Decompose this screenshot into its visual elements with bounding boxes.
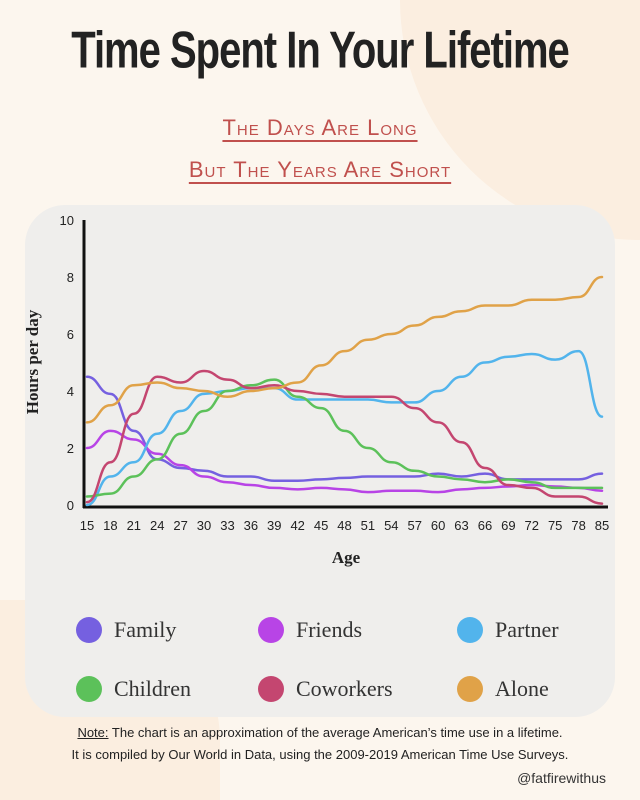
note-label: Note: (77, 725, 109, 740)
y-axis-label: Hours per day (23, 309, 42, 414)
x-tick-label: 75 (548, 518, 562, 533)
series-line-partner (85, 349, 604, 507)
x-tick-label: 15 (80, 518, 94, 533)
subtitle-line-2: But The Years Are Short (0, 157, 640, 183)
x-tick-label: 30 (197, 518, 211, 533)
note-line-2: It is compiled by Our World in Data, usi… (71, 747, 569, 762)
x-tick-label: 27 (173, 518, 187, 533)
legend-dot-icon (258, 617, 284, 643)
x-tick-label: 33 (220, 518, 234, 533)
x-tick-label: 60 (431, 518, 445, 533)
legend-label: Friends (296, 617, 362, 642)
x-tick-label: 57 (407, 518, 421, 533)
y-tick-label: 10 (60, 213, 74, 228)
x-tick-label: 54 (384, 518, 398, 533)
page-title: Time Spent In Your Lifetime (71, 22, 570, 80)
x-tick-label: 24 (150, 518, 164, 533)
author-handle: @fatfirewithus (517, 770, 606, 786)
subtitle-text: But The Years Are Short (188, 157, 452, 182)
x-tick-label: 69 (501, 518, 515, 533)
legend-label: Partner (495, 617, 559, 642)
x-tick-label: 21 (127, 518, 141, 533)
y-tick-label: 0 (67, 498, 74, 513)
y-tick-label: 6 (67, 327, 74, 342)
x-tick-label: 51 (361, 518, 375, 533)
y-tick-label: 2 (67, 441, 74, 456)
legend-item-children: Children (76, 676, 191, 702)
note-text: The chart is an approximation of the ave… (108, 725, 563, 740)
legend-dot-icon (258, 676, 284, 702)
x-tick-label: 18 (103, 518, 117, 533)
legend-label: Family (114, 617, 177, 642)
legend-label: Coworkers (296, 676, 393, 701)
legend-item-coworkers: Coworkers (258, 676, 393, 702)
legend-item-partner: Partner (457, 617, 559, 643)
y-tick-label: 8 (67, 270, 74, 285)
x-tick-label: 78 (571, 518, 585, 533)
y-tick-label: 4 (67, 384, 74, 399)
subtitle-line-1: The Days Are Long (0, 115, 640, 141)
x-tick-label: 36 (244, 518, 258, 533)
legend-dot-icon (457, 676, 483, 702)
x-tick-label: 42 (290, 518, 304, 533)
series-line-children (85, 378, 604, 498)
x-tick-label: 66 (478, 518, 492, 533)
legend-dot-icon (76, 676, 102, 702)
legend-item-alone: Alone (457, 676, 549, 702)
chart-card (25, 205, 615, 717)
legend-label: Children (114, 676, 191, 701)
x-tick-label: 72 (525, 518, 539, 533)
x-tick-label: 85 (595, 518, 609, 533)
legend-dot-icon (76, 617, 102, 643)
series-line-coworkers (85, 369, 604, 505)
x-tick-label: 45 (314, 518, 328, 533)
series-line-alone (85, 275, 604, 424)
x-tick-label: 39 (267, 518, 281, 533)
x-tick-label: 48 (337, 518, 351, 533)
subtitle-text: The Days Are Long (222, 115, 418, 140)
legend-dot-icon (457, 617, 483, 643)
note-line-1: Note: The chart is an approximation of t… (0, 722, 640, 744)
x-axis-label: Age (332, 548, 361, 567)
legend-item-friends: Friends (258, 617, 362, 643)
x-tick-label: 63 (454, 518, 468, 533)
legend-label: Alone (495, 676, 549, 701)
legend-item-family: Family (76, 617, 176, 643)
